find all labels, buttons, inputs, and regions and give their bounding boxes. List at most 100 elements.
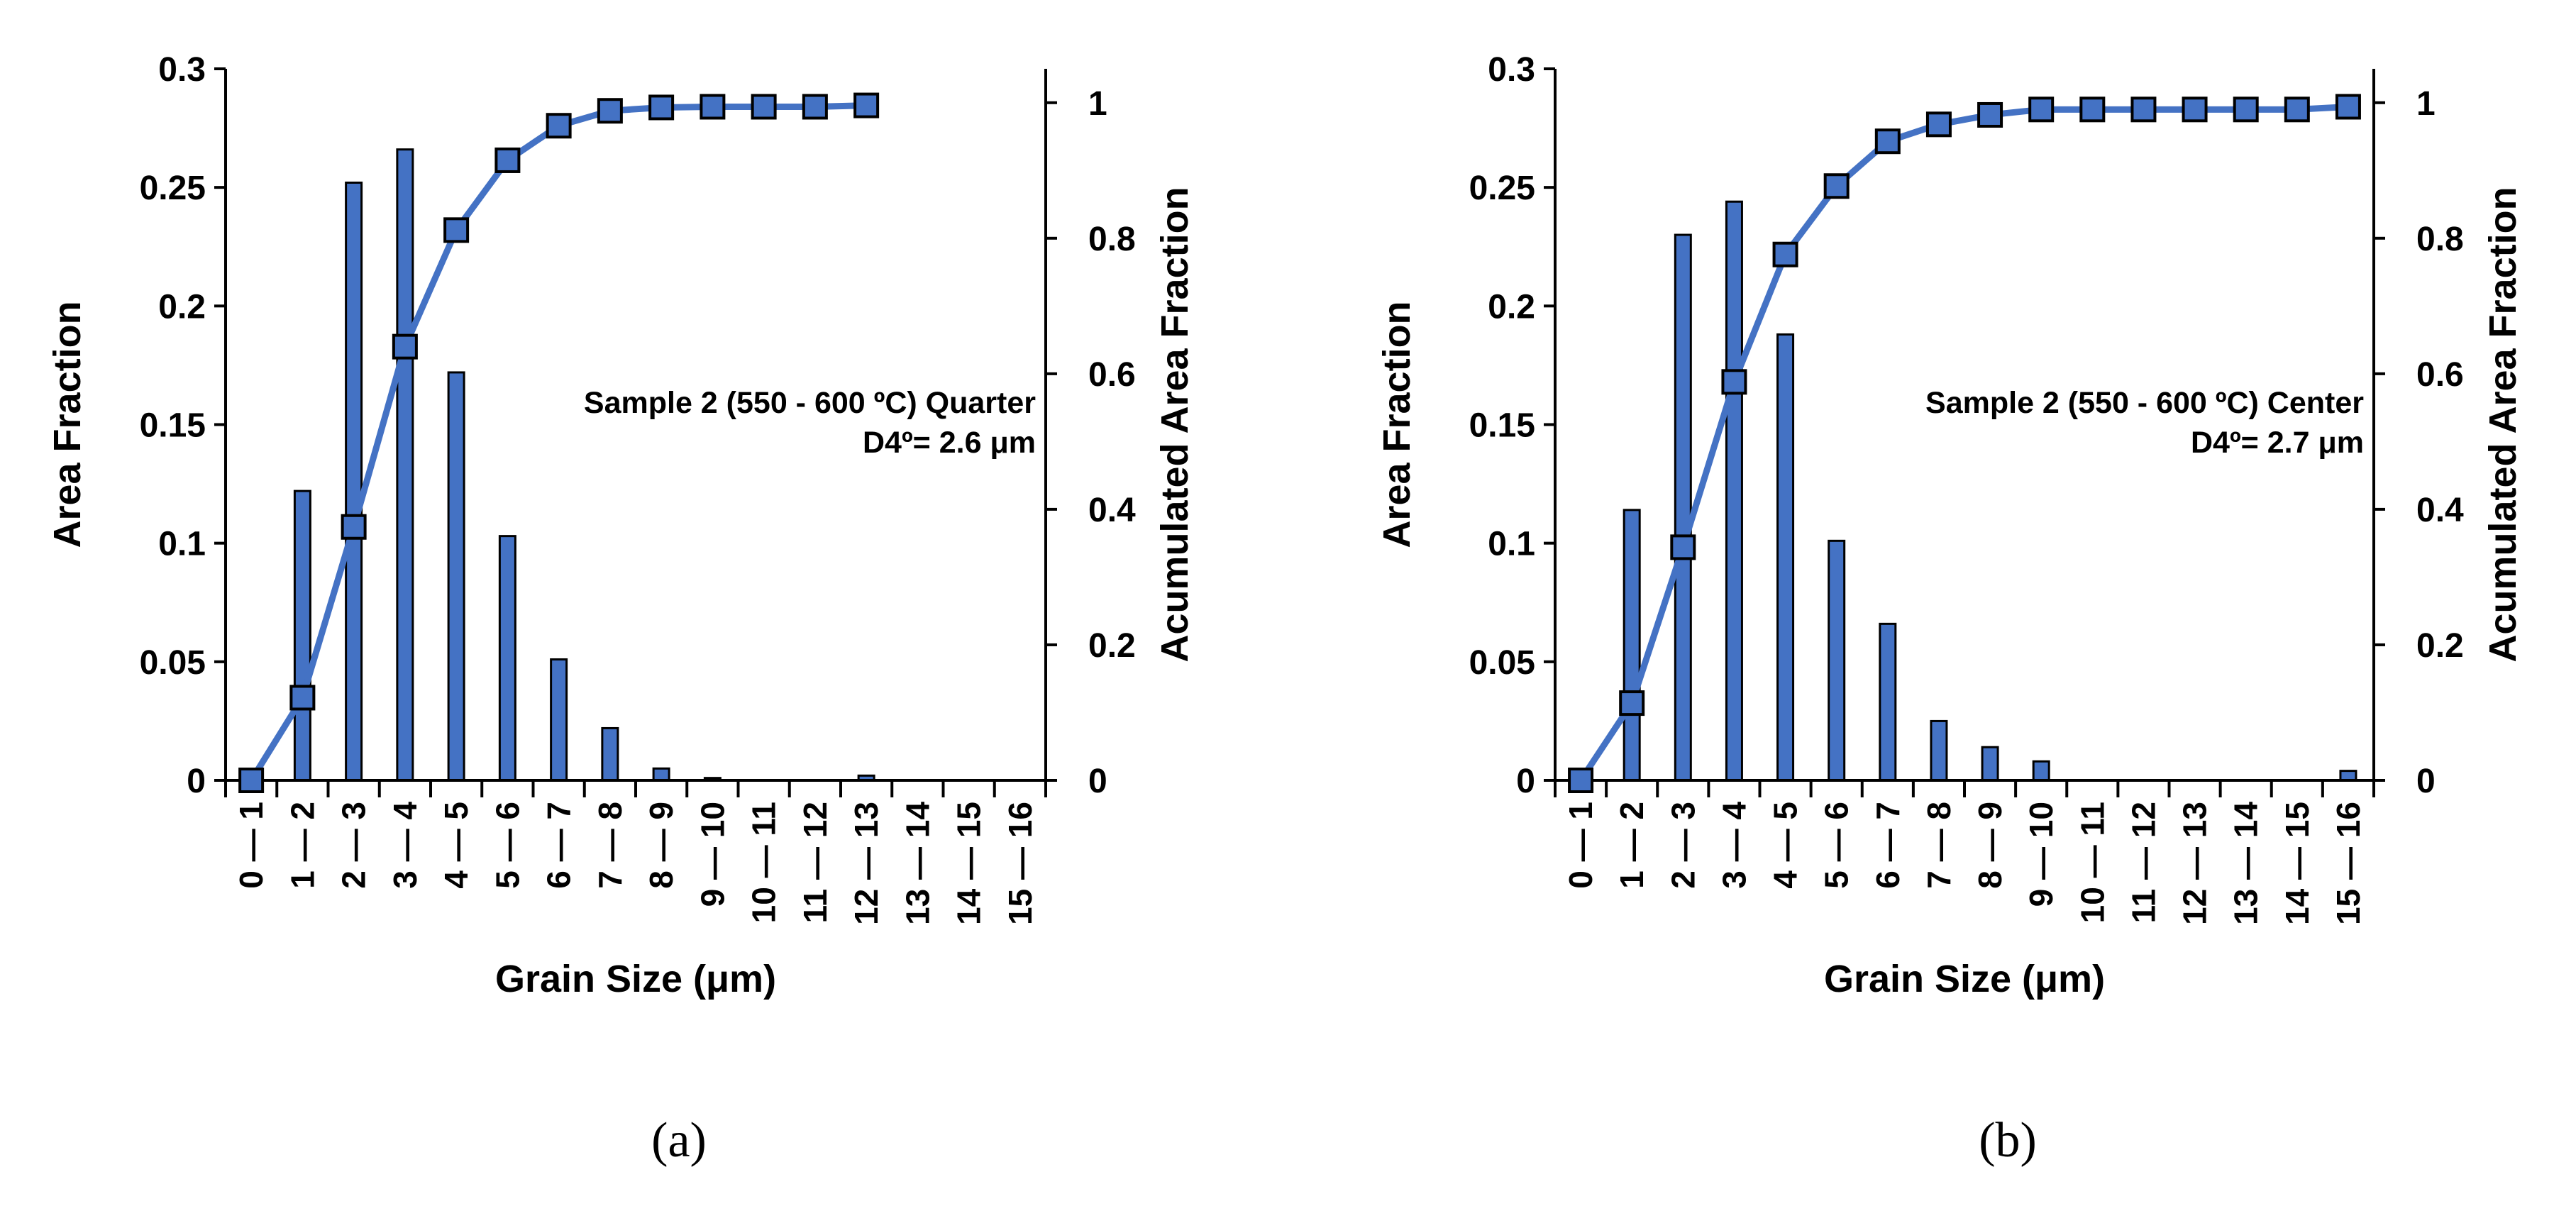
right-tick-label: 1: [1088, 85, 1107, 123]
x-tick-label: 2 — 3: [1664, 802, 1701, 889]
left-tick-label: 0.25: [1469, 170, 1535, 207]
right-tick-label: 0.8: [1088, 221, 1136, 258]
y2-axis-title: Acumulated Area Fraction: [2482, 187, 2524, 662]
cumulative-marker: [751, 94, 777, 120]
panel-label: (b): [1979, 1113, 2037, 1168]
cumulative-marker: [2284, 96, 2310, 123]
left-tick-label: 0.1: [158, 526, 206, 563]
right-tick-label: 0.6: [1088, 356, 1136, 394]
cumulative-marker: [392, 333, 418, 360]
x-tick-label: 7 — 8: [1920, 802, 1957, 889]
bar: [652, 767, 670, 782]
bar: [345, 181, 363, 782]
right-tick-label: 0: [1088, 763, 1107, 800]
cumulative-marker: [1977, 101, 2003, 128]
x-tick-label: 13 — 14: [2228, 802, 2265, 925]
left-tick-label: 0.2: [1488, 288, 1535, 326]
x-tick-label: 4 — 5: [438, 802, 475, 889]
annotation-sample: Sample 2 (550 - 600 ºC) Center: [1925, 386, 2364, 420]
cumulative-marker: [853, 92, 880, 118]
bar: [2032, 760, 2050, 782]
x-axis-title: Grain Size (μm): [495, 958, 776, 1000]
cumulative-marker: [289, 685, 316, 711]
left-tick-label: 0.3: [158, 51, 206, 89]
x-tick-label: 0 — 1: [233, 802, 270, 889]
y2-axis-title: Acumulated Area Fraction: [1154, 187, 1196, 662]
right-tick-label: 0.4: [1088, 492, 1136, 529]
x-tick-label: 9 — 10: [694, 802, 731, 907]
left-tick-label: 0.1: [1488, 526, 1535, 563]
annotation-grain-size: D4º= 2.6 μm: [863, 426, 1036, 460]
cumulative-marker: [1874, 128, 1901, 155]
panel-label: (a): [651, 1113, 707, 1168]
cumulative-marker: [1670, 534, 1696, 560]
x-tick-label: 3 — 4: [387, 802, 424, 889]
cumulative-marker: [700, 94, 726, 120]
cumulative-marker: [802, 94, 828, 120]
cumulative-marker: [1772, 241, 1798, 267]
x-tick-label: 6 — 7: [1869, 802, 1906, 889]
x-tick-label: 10 — 11: [746, 802, 783, 923]
right-tick-label: 0.2: [1088, 627, 1136, 665]
bar: [396, 148, 414, 782]
cumulative-marker: [1925, 111, 1952, 138]
cumulative-marker: [238, 768, 265, 793]
y-axis-title: Area Fraction: [46, 301, 89, 548]
chart-panel-b: 00.050.10.150.20.250.300.20.40.60.810 — …: [1376, 51, 2524, 1168]
cumulative-marker: [546, 113, 572, 139]
cumulative-marker: [2028, 96, 2055, 123]
bar: [1776, 333, 1795, 782]
cumulative-marker: [341, 514, 367, 540]
x-tick-label: 11 — 12: [797, 802, 834, 923]
cumulative-line: [1578, 103, 2349, 782]
left-tick-label: 0.05: [140, 644, 206, 682]
bar: [293, 489, 311, 782]
cumulative-marker: [1721, 369, 1747, 395]
bar: [447, 371, 465, 782]
annotation-grain-size: D4º= 2.7 μm: [2191, 426, 2364, 460]
bar: [1828, 539, 1846, 782]
cumulative-marker: [2182, 96, 2208, 123]
bar: [1930, 719, 1948, 782]
left-tick-label: 0.05: [1469, 644, 1535, 682]
cumulative-marker: [443, 217, 470, 243]
x-tick-label: 14 — 15: [951, 802, 988, 925]
x-tick-label: 5 — 6: [489, 802, 526, 889]
x-tick-label: 1 — 2: [1613, 802, 1650, 889]
cumulative-marker: [2079, 96, 2106, 123]
x-tick-label: 12 — 13: [848, 802, 885, 925]
x-tick-label: 12 — 13: [2177, 802, 2213, 925]
annotation-sample: Sample 2 (550 - 600 ºC) Quarter: [584, 386, 1036, 420]
right-tick-label: 0.8: [2416, 221, 2464, 258]
cumulative-marker: [597, 98, 623, 124]
left-tick-label: 0: [1516, 763, 1535, 800]
x-tick-label: 11 — 12: [2125, 802, 2162, 923]
cumulative-marker: [2233, 96, 2259, 123]
x-tick-label: 2 — 3: [336, 802, 372, 889]
left-tick-label: 0.3: [1488, 51, 1535, 89]
x-tick-label: 5 — 6: [1818, 802, 1855, 889]
x-tick-label: 13 — 14: [899, 802, 936, 925]
x-tick-label: 8 — 9: [643, 802, 680, 889]
left-tick-label: 0.15: [1469, 407, 1535, 445]
x-tick-label: 6 — 7: [541, 802, 577, 889]
bar: [1981, 746, 1999, 782]
right-tick-label: 0.6: [2416, 356, 2464, 394]
left-tick-label: 0.2: [158, 288, 206, 326]
x-tick-label: 7 — 8: [592, 802, 629, 889]
bar: [1879, 622, 1897, 782]
right-tick-label: 0.2: [2416, 627, 2464, 665]
cumulative-marker: [2130, 96, 2157, 123]
x-tick-label: 15 — 16: [1002, 802, 1039, 925]
chart-panel-a: 00.050.10.150.20.250.300.20.40.60.810 — …: [46, 51, 1196, 1168]
x-tick-label: 15 — 16: [2330, 802, 2367, 925]
cumulative-marker: [1568, 768, 1594, 793]
right-tick-label: 0.4: [2416, 492, 2464, 529]
bar: [1725, 200, 1743, 782]
x-tick-label: 8 — 9: [1972, 802, 2008, 889]
bar: [550, 658, 568, 782]
cumulative-marker: [1619, 690, 1645, 717]
y-axis-title: Area Fraction: [1376, 301, 1418, 548]
bar: [498, 535, 516, 782]
